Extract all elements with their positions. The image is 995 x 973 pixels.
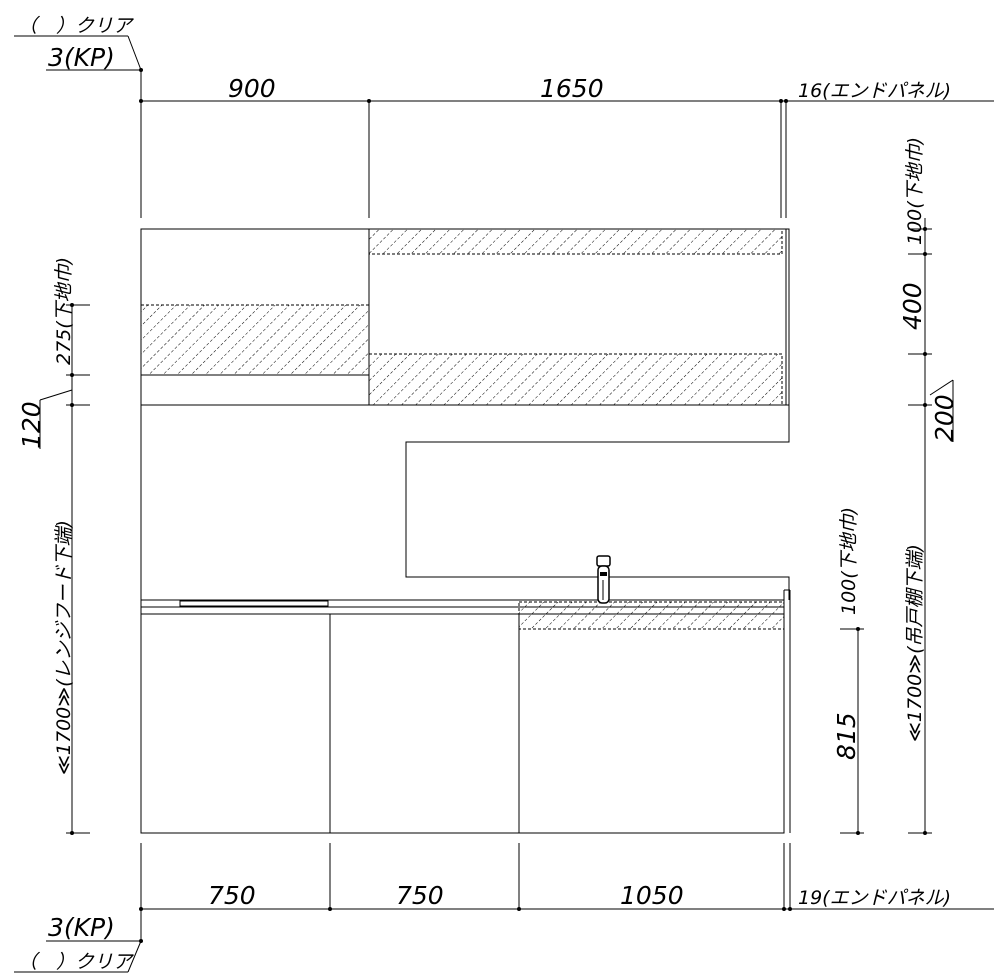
bottom-end-panel-label: 19(エンドパネル) — [798, 887, 951, 909]
right-base-width-top: 100(下地巾) — [904, 137, 926, 245]
top-width-900: 900 — [228, 74, 276, 103]
hatch-right-bottom — [368, 353, 783, 406]
right-height-815: 815 — [832, 712, 861, 760]
bottom-width-750-a: 750 — [208, 881, 256, 910]
hatch-left-upper — [140, 304, 370, 376]
bottom-clear-label: （ ）クリア — [18, 951, 134, 973]
right-base-width-counter: 100(下地巾) — [838, 507, 860, 615]
hatch-right-top — [368, 228, 783, 255]
right-height-400: 400 — [898, 282, 927, 330]
left-hood-height-label: ≪1700≫(レンジフード下端) — [53, 520, 75, 775]
faucet-icon — [596, 555, 611, 604]
bottom-width-1050: 1050 — [620, 881, 684, 910]
hatch-counter — [518, 601, 785, 630]
top-end-panel-label: 16(エンドパネル) — [798, 80, 951, 102]
top-kp-label: 3(KP) — [48, 43, 115, 72]
right-wall-bottom-label: ≪1700≫(吊戸棚下端) — [904, 544, 926, 742]
top-width-1650: 1650 — [540, 74, 604, 103]
bottom-width-750-b: 750 — [396, 881, 444, 910]
right-height-200: 200 — [930, 394, 959, 442]
left-base-width-label: 275(下地巾) — [53, 257, 75, 365]
wall-outline — [405, 405, 790, 600]
top-clear-label: （ ）クリア — [18, 15, 134, 37]
bottom-kp-label: 3(KP) — [48, 913, 115, 942]
cooktop — [179, 600, 329, 607]
base-cabinet-outline — [140, 613, 785, 834]
left-gap-120: 120 — [17, 401, 46, 449]
